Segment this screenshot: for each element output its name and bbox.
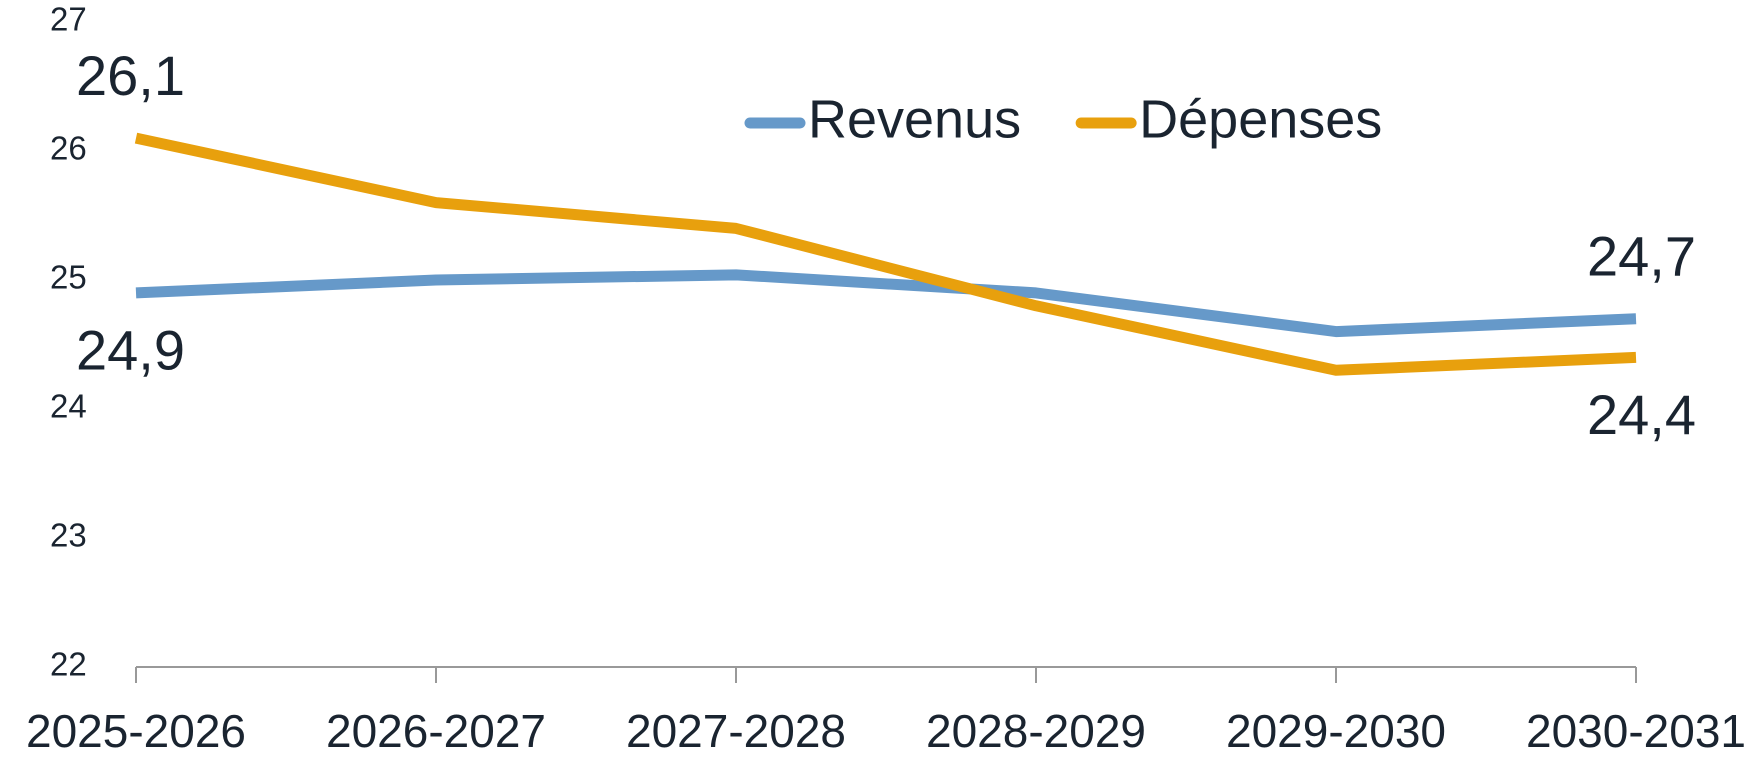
x-tick-label: 2025-2026 [26,705,246,757]
x-tick-label: 2030-2031 [1526,705,1746,757]
y-tick-label: 24 [50,388,87,425]
series-line [134,132,1637,376]
data-label: 24,7 [1587,224,1696,287]
x-tick-label: 2027-2028 [626,705,846,757]
y-tick-label: 22 [50,646,87,683]
x-tick-label: 2029-2030 [1226,705,1446,757]
x-tick-label: 2026-2027 [326,705,546,757]
data-label: 26,1 [76,44,185,107]
x-tick-label: 2028-2029 [926,705,1146,757]
data-label: 24,4 [1587,383,1696,446]
y-tick-label: 27 [50,1,87,38]
series-line [135,269,1637,338]
y-tick-label: 25 [50,259,87,296]
y-tick-label: 23 [50,517,87,554]
data-label: 24,9 [76,319,185,382]
y-tick-label: 26 [50,130,87,167]
legend-label: Revenus [808,89,1021,149]
legend-label: Dépenses [1139,89,1382,149]
